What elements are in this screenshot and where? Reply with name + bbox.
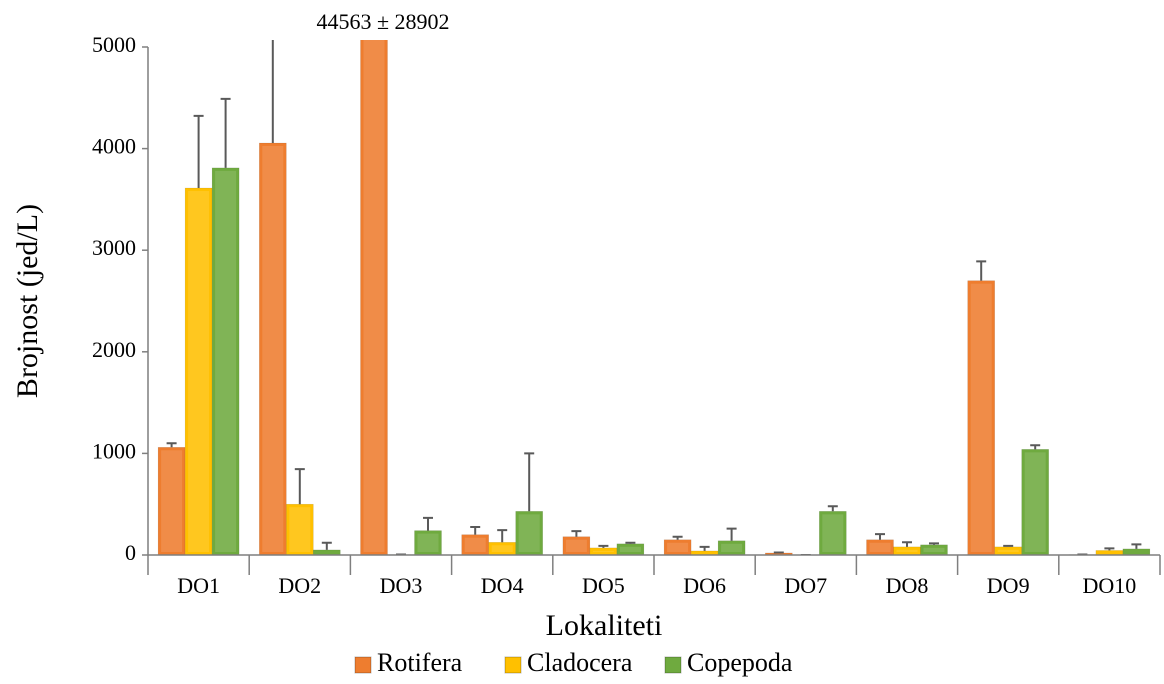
bar [286,503,314,555]
error-bar [423,516,433,531]
bar-shade [491,545,513,552]
error-bar [294,468,305,505]
bar-shade [667,542,689,552]
error-bar [976,260,987,281]
legend-label: Copepoda [687,648,793,677]
error-bar [1131,543,1142,549]
x-tick-label: DO8 [886,573,929,598]
error-bar [1104,547,1115,551]
bar [515,511,543,555]
bar [259,142,287,555]
error-bar [929,542,939,545]
bar-shade [1024,452,1046,552]
x-tick-label: DO1 [177,573,220,598]
x-tick-label: DO7 [784,573,827,598]
bar [819,511,847,555]
bar [157,447,186,555]
error-bar [571,530,582,537]
bar-shade [997,549,1019,552]
bar-shade [289,507,311,552]
x-tick-label: DO6 [683,573,726,598]
error-bar [321,541,332,550]
bar-shade [822,514,844,552]
legend-label: Cladocera [527,648,633,677]
error-bar [271,40,274,144]
legend-label: Rotifera [377,648,463,677]
y-tick-label: 4000 [92,134,136,159]
y-tick-label: 5000 [92,32,136,57]
bar-shade [417,533,439,552]
annotation: 44563 ± 28902 [316,9,449,34]
error-bar [166,442,177,448]
bar-shade [188,191,210,552]
error-bar [875,533,885,540]
error-bar [220,97,231,168]
error-bar [827,505,838,512]
bar-shade [923,547,945,552]
legend-swatch [664,656,682,674]
x-tick-label: DO9 [987,573,1030,598]
error-bar [1030,444,1041,450]
y-tick-label: 3000 [92,235,136,260]
bar-shade [869,542,891,552]
error-bar [1003,544,1014,547]
error-bar [524,452,535,512]
y-tick-label: 2000 [92,337,136,362]
x-tick-label: DO2 [278,573,321,598]
x-tick-label: DO3 [380,573,423,598]
error-bar [598,544,609,548]
bar [313,549,341,555]
error-bar [699,545,710,551]
error-bar [902,541,912,547]
error-bar [193,114,204,189]
x-tick-label: DO4 [481,573,524,598]
legend-swatch [354,656,372,674]
error-bar [470,526,481,535]
bar-shade [464,537,486,552]
legend-swatch [504,656,522,674]
x-tick-label: DO5 [582,573,625,598]
x-tick-label: DO10 [1083,573,1137,598]
y-tick-label: 1000 [92,438,136,463]
error-bar [773,551,784,554]
bar-shade [721,543,743,552]
error-bar [497,529,508,543]
bar [184,187,213,555]
bar-shade [215,170,237,553]
bar-shade [565,539,587,552]
error-bar [672,535,683,540]
y-tick-label: 0 [125,540,136,565]
x-axis-title: Lokaliteti [546,609,663,642]
bar-shade [592,550,614,552]
bar [1021,449,1049,555]
y-axis-title: Brojnost (jed/L) [11,204,44,398]
bar-shade [262,146,284,552]
bar-shade [161,450,183,552]
bar-shade [619,546,641,552]
bar-shade [518,514,540,552]
error-bar [625,541,636,544]
bar-shade [970,283,992,552]
plot-area [157,40,1151,555]
bar-shade [363,40,385,552]
error-bar [726,527,737,541]
bar-shade [896,549,918,552]
bar [360,40,388,555]
